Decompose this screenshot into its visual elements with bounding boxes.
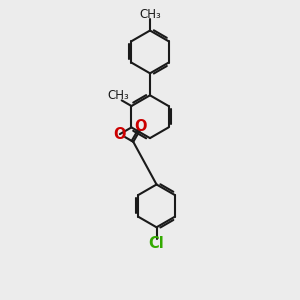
Text: CH₃: CH₃: [107, 89, 129, 102]
Text: CH₃: CH₃: [139, 8, 161, 21]
Text: O: O: [114, 127, 126, 142]
Text: Cl: Cl: [149, 236, 164, 250]
Text: O: O: [134, 119, 147, 134]
